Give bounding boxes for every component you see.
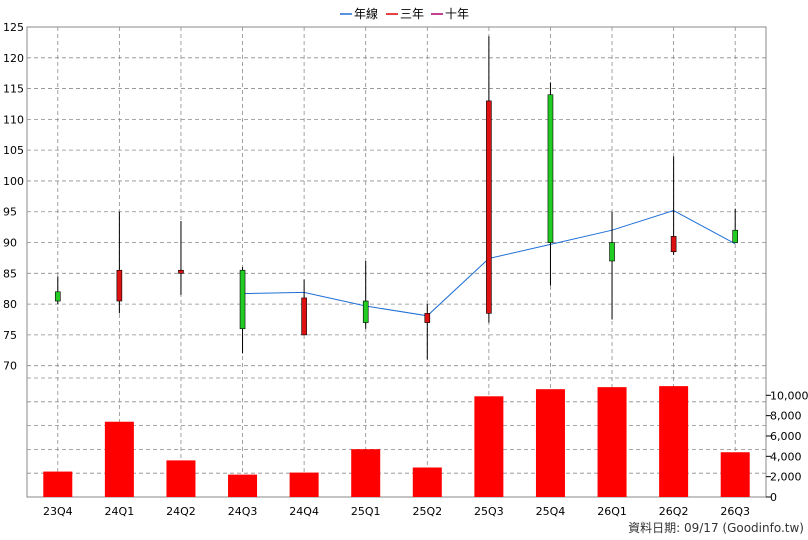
volume-bar <box>720 452 750 497</box>
price-tick-label: 90 <box>3 237 17 250</box>
price-tick-label: 80 <box>3 298 17 311</box>
volume-tick-label: 6,000 <box>770 430 802 443</box>
legend: 年線 三年 十年 <box>340 6 469 21</box>
volume-tick-label: 4,000 <box>770 450 802 463</box>
volume-bar <box>597 387 627 497</box>
price-tick-label: 120 <box>3 52 24 65</box>
x-tick-label: 26Q2 <box>659 505 689 518</box>
volume-tick-label: 8,000 <box>770 410 802 423</box>
candle-body <box>732 229 739 243</box>
volume-bar <box>43 471 73 497</box>
volume-bar <box>412 467 442 497</box>
x-tick-label: 24Q3 <box>228 505 258 518</box>
candle-body <box>239 269 246 330</box>
price-tick-label: 115 <box>3 83 24 96</box>
data-date-footer: 資料日期: 09/17 (Goodinfo.tw) <box>628 521 804 535</box>
volume-bar <box>659 386 689 497</box>
price-tick-label: 100 <box>3 175 24 188</box>
candle-body <box>54 291 61 302</box>
volume-bar <box>166 460 196 497</box>
x-tick-label: 24Q1 <box>105 505 135 518</box>
price-tick-label: 105 <box>3 144 24 157</box>
volume-tick-label: 0 <box>770 491 777 504</box>
volume-bar <box>104 421 134 497</box>
legend-label-year: 年線 <box>354 6 378 21</box>
volume-bar <box>289 472 319 497</box>
x-tick-label: 25Q3 <box>474 505 504 518</box>
volume-tick-label: 2,000 <box>770 471 802 484</box>
price-tick-label: 75 <box>3 329 17 342</box>
volume-bar <box>474 396 504 497</box>
price-tick-label: 85 <box>3 267 17 280</box>
plot-area: 70 75 80 85 90 95 100 105 110 115 120 125 0 2,000 4,00… <box>3 21 808 518</box>
x-tick-label: 25Q4 <box>536 505 566 518</box>
candle-body <box>424 313 431 323</box>
legend-label-10yr: 十年 <box>445 7 469 21</box>
x-tick-label: 24Q2 <box>166 505 196 518</box>
x-tick-label: 25Q1 <box>351 505 381 518</box>
candle-body <box>609 242 615 262</box>
candle-body <box>301 297 307 336</box>
x-tick-label: 23Q4 <box>43 505 73 518</box>
candle-body <box>670 236 677 253</box>
price-tick-label: 70 <box>3 360 17 373</box>
x-tick-label: 24Q4 <box>289 505 319 518</box>
volume-bar <box>228 474 258 497</box>
plot-frame <box>26 26 767 498</box>
x-tick-label: 25Q2 <box>412 505 442 518</box>
x-tick-label: 26Q3 <box>720 505 750 518</box>
volume-bar <box>535 389 565 497</box>
legend-label-3yr: 三年 <box>400 7 424 21</box>
candle-body <box>116 269 123 302</box>
price-tick-label: 110 <box>3 113 24 126</box>
candle-body <box>547 94 554 243</box>
candle-body <box>362 300 369 323</box>
candle-body <box>178 269 184 274</box>
volume-tick-label: 10,000 <box>770 389 808 402</box>
volume-bar <box>351 449 381 497</box>
price-tick-label: 125 <box>3 21 24 34</box>
price-tick-label: 95 <box>3 206 17 219</box>
x-tick-label: 26Q1 <box>597 505 627 518</box>
candle-body <box>486 100 492 314</box>
